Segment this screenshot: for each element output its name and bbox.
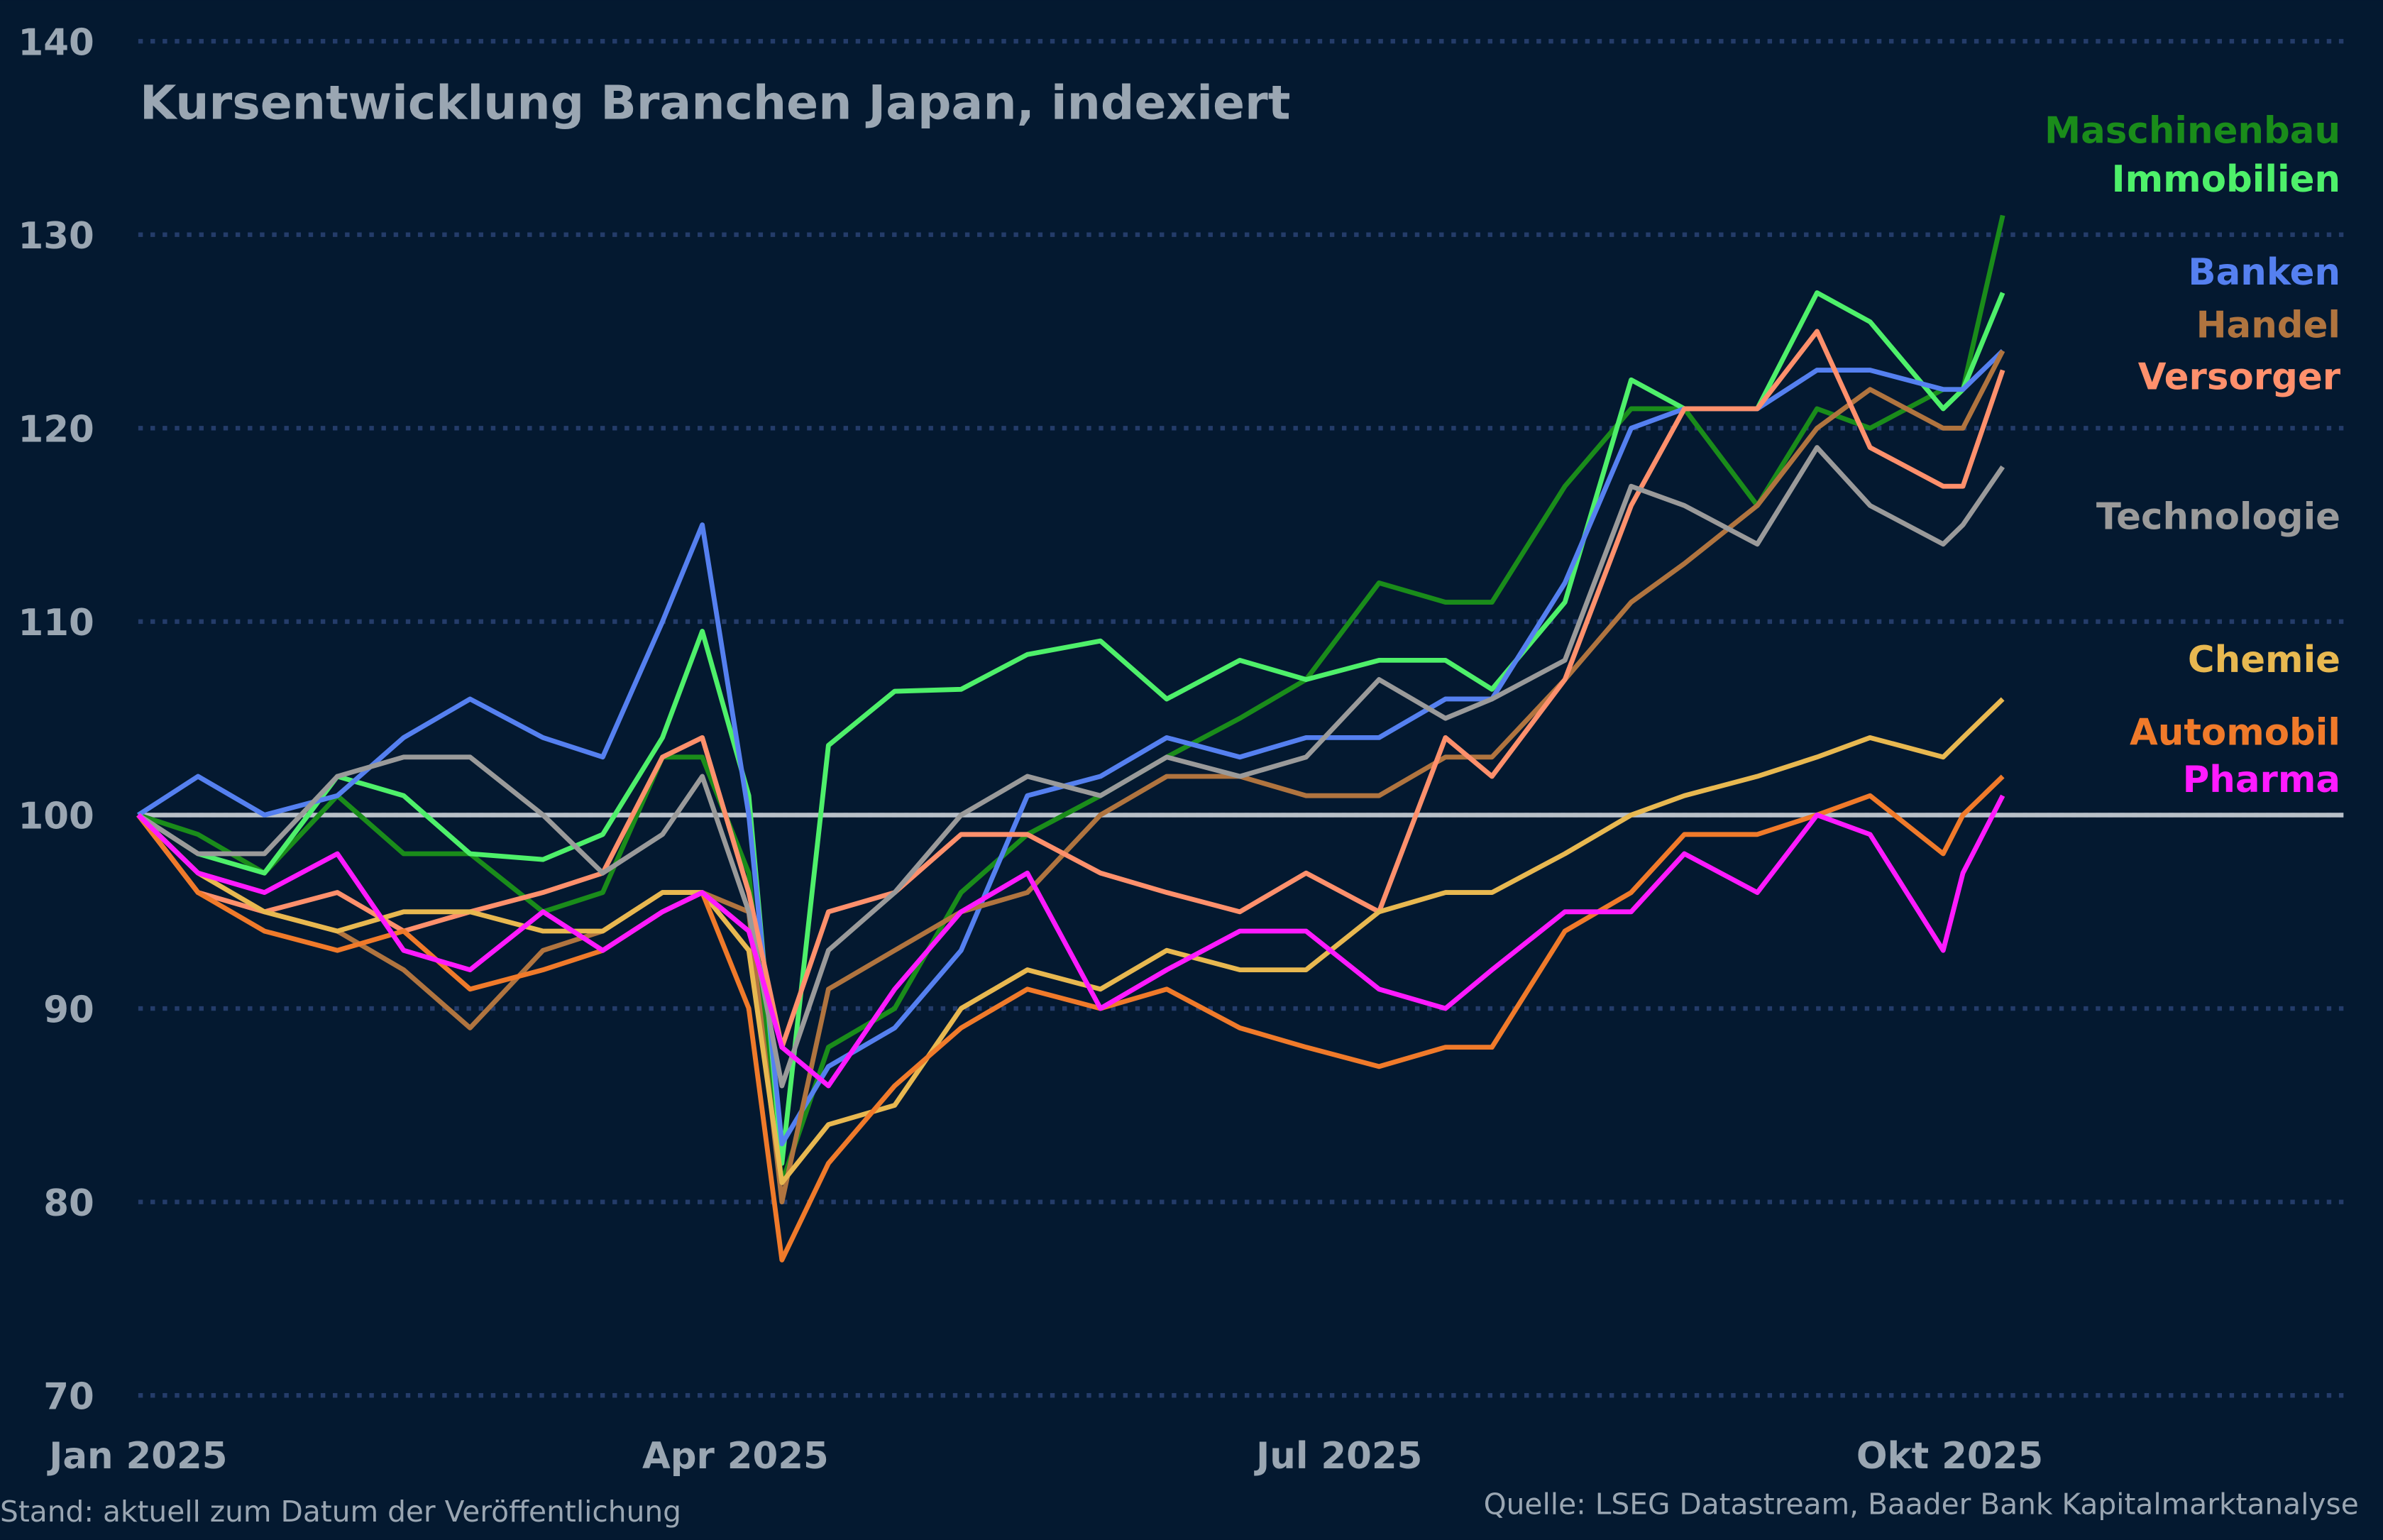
x-tick-label: Apr 2025: [642, 1435, 829, 1478]
y-tick-label: 140: [18, 21, 94, 64]
series-label-pharma: Pharma: [2183, 759, 2340, 801]
y-tick-label: 80: [43, 1182, 94, 1225]
footer-left: Stand: aktuell zum Datum der Veröffentli…: [0, 1495, 681, 1529]
series-label-chemie: Chemie: [2188, 639, 2340, 681]
series-label-handel: Handel: [2196, 304, 2340, 347]
series-line-automobil: [136, 774, 2005, 1263]
x-tick-label: Okt 2025: [1856, 1435, 2043, 1478]
y-tick-label: 130: [18, 215, 94, 258]
series-line-chemie: [136, 697, 2005, 1185]
series-line-versorger: [136, 329, 2005, 1050]
series-label-versorger: Versorger: [2138, 356, 2341, 399]
series-line-maschinenbau: [137, 214, 2005, 1185]
y-tick-label: 90: [43, 989, 94, 1031]
y-tick-label: 110: [18, 602, 94, 644]
series-label-maschinenbau: Maschinenbau: [2044, 110, 2340, 153]
chart-title: Kursentwicklung Branchen Japan, indexier…: [140, 75, 1291, 130]
x-tick-label: Jan 2025: [47, 1435, 227, 1478]
series-label-technologie: Technologie: [2096, 496, 2340, 539]
y-tick-label: 120: [18, 409, 94, 451]
series-label-automobil: Automobil: [2130, 712, 2340, 754]
x-tick-label: Jul 2025: [1254, 1435, 1422, 1478]
series-label-banken: Banken: [2188, 251, 2340, 294]
y-tick-label: 100: [18, 796, 94, 838]
series-line-technologie: [137, 445, 2005, 1089]
footer-right: Quelle: LSEG Datastream, Baader Bank Kap…: [1484, 1487, 2359, 1521]
series-line-pharma: [136, 794, 2005, 1089]
y-tick-label: 70: [43, 1376, 94, 1419]
series-label-immobilien: Immobilien: [2112, 158, 2340, 201]
